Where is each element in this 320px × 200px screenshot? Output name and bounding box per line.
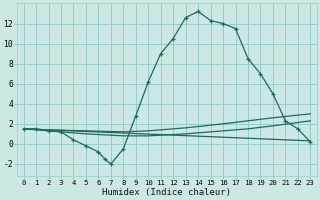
X-axis label: Humidex (Indice chaleur): Humidex (Indice chaleur) (102, 188, 231, 197)
